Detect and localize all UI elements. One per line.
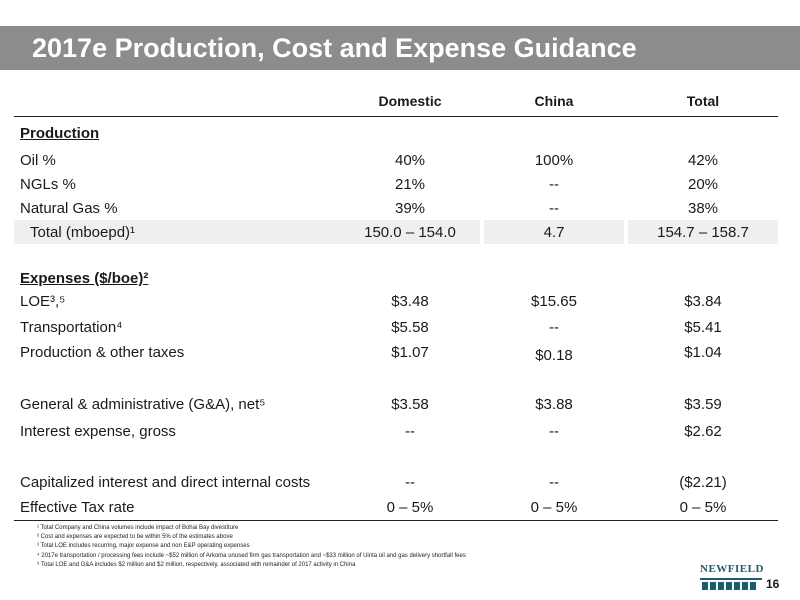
table-row: Natural Gas % 39% -- 38% [0, 200, 800, 222]
cell-total: $3.59 [684, 396, 722, 413]
column-header-domestic: Domestic [378, 93, 442, 109]
table-row-total: Total (mboepd)¹ 150.0 – 154.0 4.7 154.7 … [0, 224, 800, 246]
cell-domestic: -- [405, 474, 415, 491]
row-label: Effective Tax rate [20, 499, 135, 516]
row-label: Production & other taxes [20, 344, 185, 361]
cell-china: $3.88 [535, 396, 573, 413]
row-label: LOE³,⁵ [20, 293, 66, 310]
row-label: Interest expense, gross [20, 423, 176, 440]
row-label: General & administrative (G&A), net⁵ [20, 396, 266, 413]
row-label: Total (mboepd)¹ [30, 224, 136, 241]
logo-text: NEWFIELD [700, 563, 764, 575]
cell-domestic: -- [405, 423, 415, 440]
shade-gap [480, 220, 484, 244]
cell-domestic: 150.0 – 154.0 [364, 224, 456, 241]
footnote: ¹ Total Company and China volumes includ… [37, 525, 239, 531]
footnote: ² Cost and expenses are expected to be w… [37, 534, 233, 541]
cell-domestic: 21% [394, 176, 426, 193]
header-divider [14, 116, 778, 117]
cell-domestic: 0 – 5% [386, 499, 434, 516]
cell-total: 0 – 5% [679, 499, 727, 516]
footnote: ³ Total LOE includes recurring, major ex… [37, 543, 250, 550]
column-header-total: Total [686, 93, 720, 109]
cell-total: 38% [687, 200, 719, 217]
row-label: Oil % [20, 152, 56, 169]
total-row-shading [14, 220, 778, 244]
cell-china: 100% [534, 152, 574, 169]
cell-total: ($2.21) [679, 474, 727, 491]
cell-total: $3.84 [684, 293, 722, 310]
cell-china: $15.65 [531, 293, 577, 310]
cell-domestic: $5.58 [391, 319, 429, 336]
cell-total: 20% [687, 176, 719, 193]
cell-china: 0 – 5% [530, 499, 578, 516]
shade-gap [624, 220, 628, 244]
cell-domestic: $3.58 [391, 396, 429, 413]
table-row: Effective Tax rate 0 – 5% 0 – 5% 0 – 5% [0, 499, 800, 521]
section-heading-production: Production [20, 125, 100, 142]
cell-domestic: $3.48 [391, 293, 429, 310]
cell-china: -- [549, 319, 559, 336]
section-heading-expenses: Expenses ($/boe)² [20, 270, 149, 287]
cell-total: $1.04 [684, 344, 722, 361]
cell-china: -- [549, 423, 559, 440]
table-row: General & administrative (G&A), net⁵ $3.… [0, 396, 800, 418]
row-label: Natural Gas % [20, 200, 118, 217]
footnote: ⁵ Total LOE and G&A includes $2 million … [37, 561, 356, 568]
table-row: Interest expense, gross -- -- $2.62 [0, 423, 800, 445]
cell-total: 42% [687, 152, 719, 169]
row-label: NGLs % [20, 176, 76, 193]
column-header-china: China [534, 93, 574, 109]
row-label: Transportation⁴ [20, 319, 123, 336]
title-bar: 2017e Production, Cost and Expense Guida… [0, 26, 800, 70]
page-number: 16 [766, 577, 780, 591]
cell-domestic: 39% [394, 200, 426, 217]
page-title: 2017e Production, Cost and Expense Guida… [32, 33, 637, 63]
cell-china: -- [549, 176, 559, 193]
table-row: LOE³,⁵ $3.48 $15.65 $3.84 [0, 293, 800, 315]
table-row: Capitalized interest and direct internal… [0, 474, 800, 496]
cell-china: $0.18 [535, 347, 573, 364]
cell-domestic: 40% [394, 152, 426, 169]
cell-china: -- [549, 200, 559, 217]
footnote: ⁴ 2017e transportation / processing fees… [37, 552, 466, 559]
cell-total: $2.62 [684, 423, 722, 440]
cell-domestic: $1.07 [391, 344, 429, 361]
table-row: Transportation⁴ $5.58 -- $5.41 [0, 319, 800, 341]
table-row: Oil % 40% 100% 42% [0, 152, 800, 174]
table-row: NGLs % 21% -- 20% [0, 176, 800, 198]
cell-china: 4.7 [543, 224, 565, 241]
newfield-logo: NEWFIELD [700, 563, 764, 592]
logo-mark-icon [700, 578, 762, 590]
cell-china: -- [549, 474, 559, 491]
table-row: Production & other taxes $1.07 $0.18 $1.… [0, 344, 800, 366]
row-label: Capitalized interest and direct internal… [20, 474, 311, 491]
footnotes: ¹ Total Company and China volumes includ… [37, 524, 466, 570]
cell-total: 154.7 – 158.7 [657, 224, 749, 241]
cell-total: $5.41 [684, 319, 722, 336]
table-bottom-divider [14, 520, 778, 521]
